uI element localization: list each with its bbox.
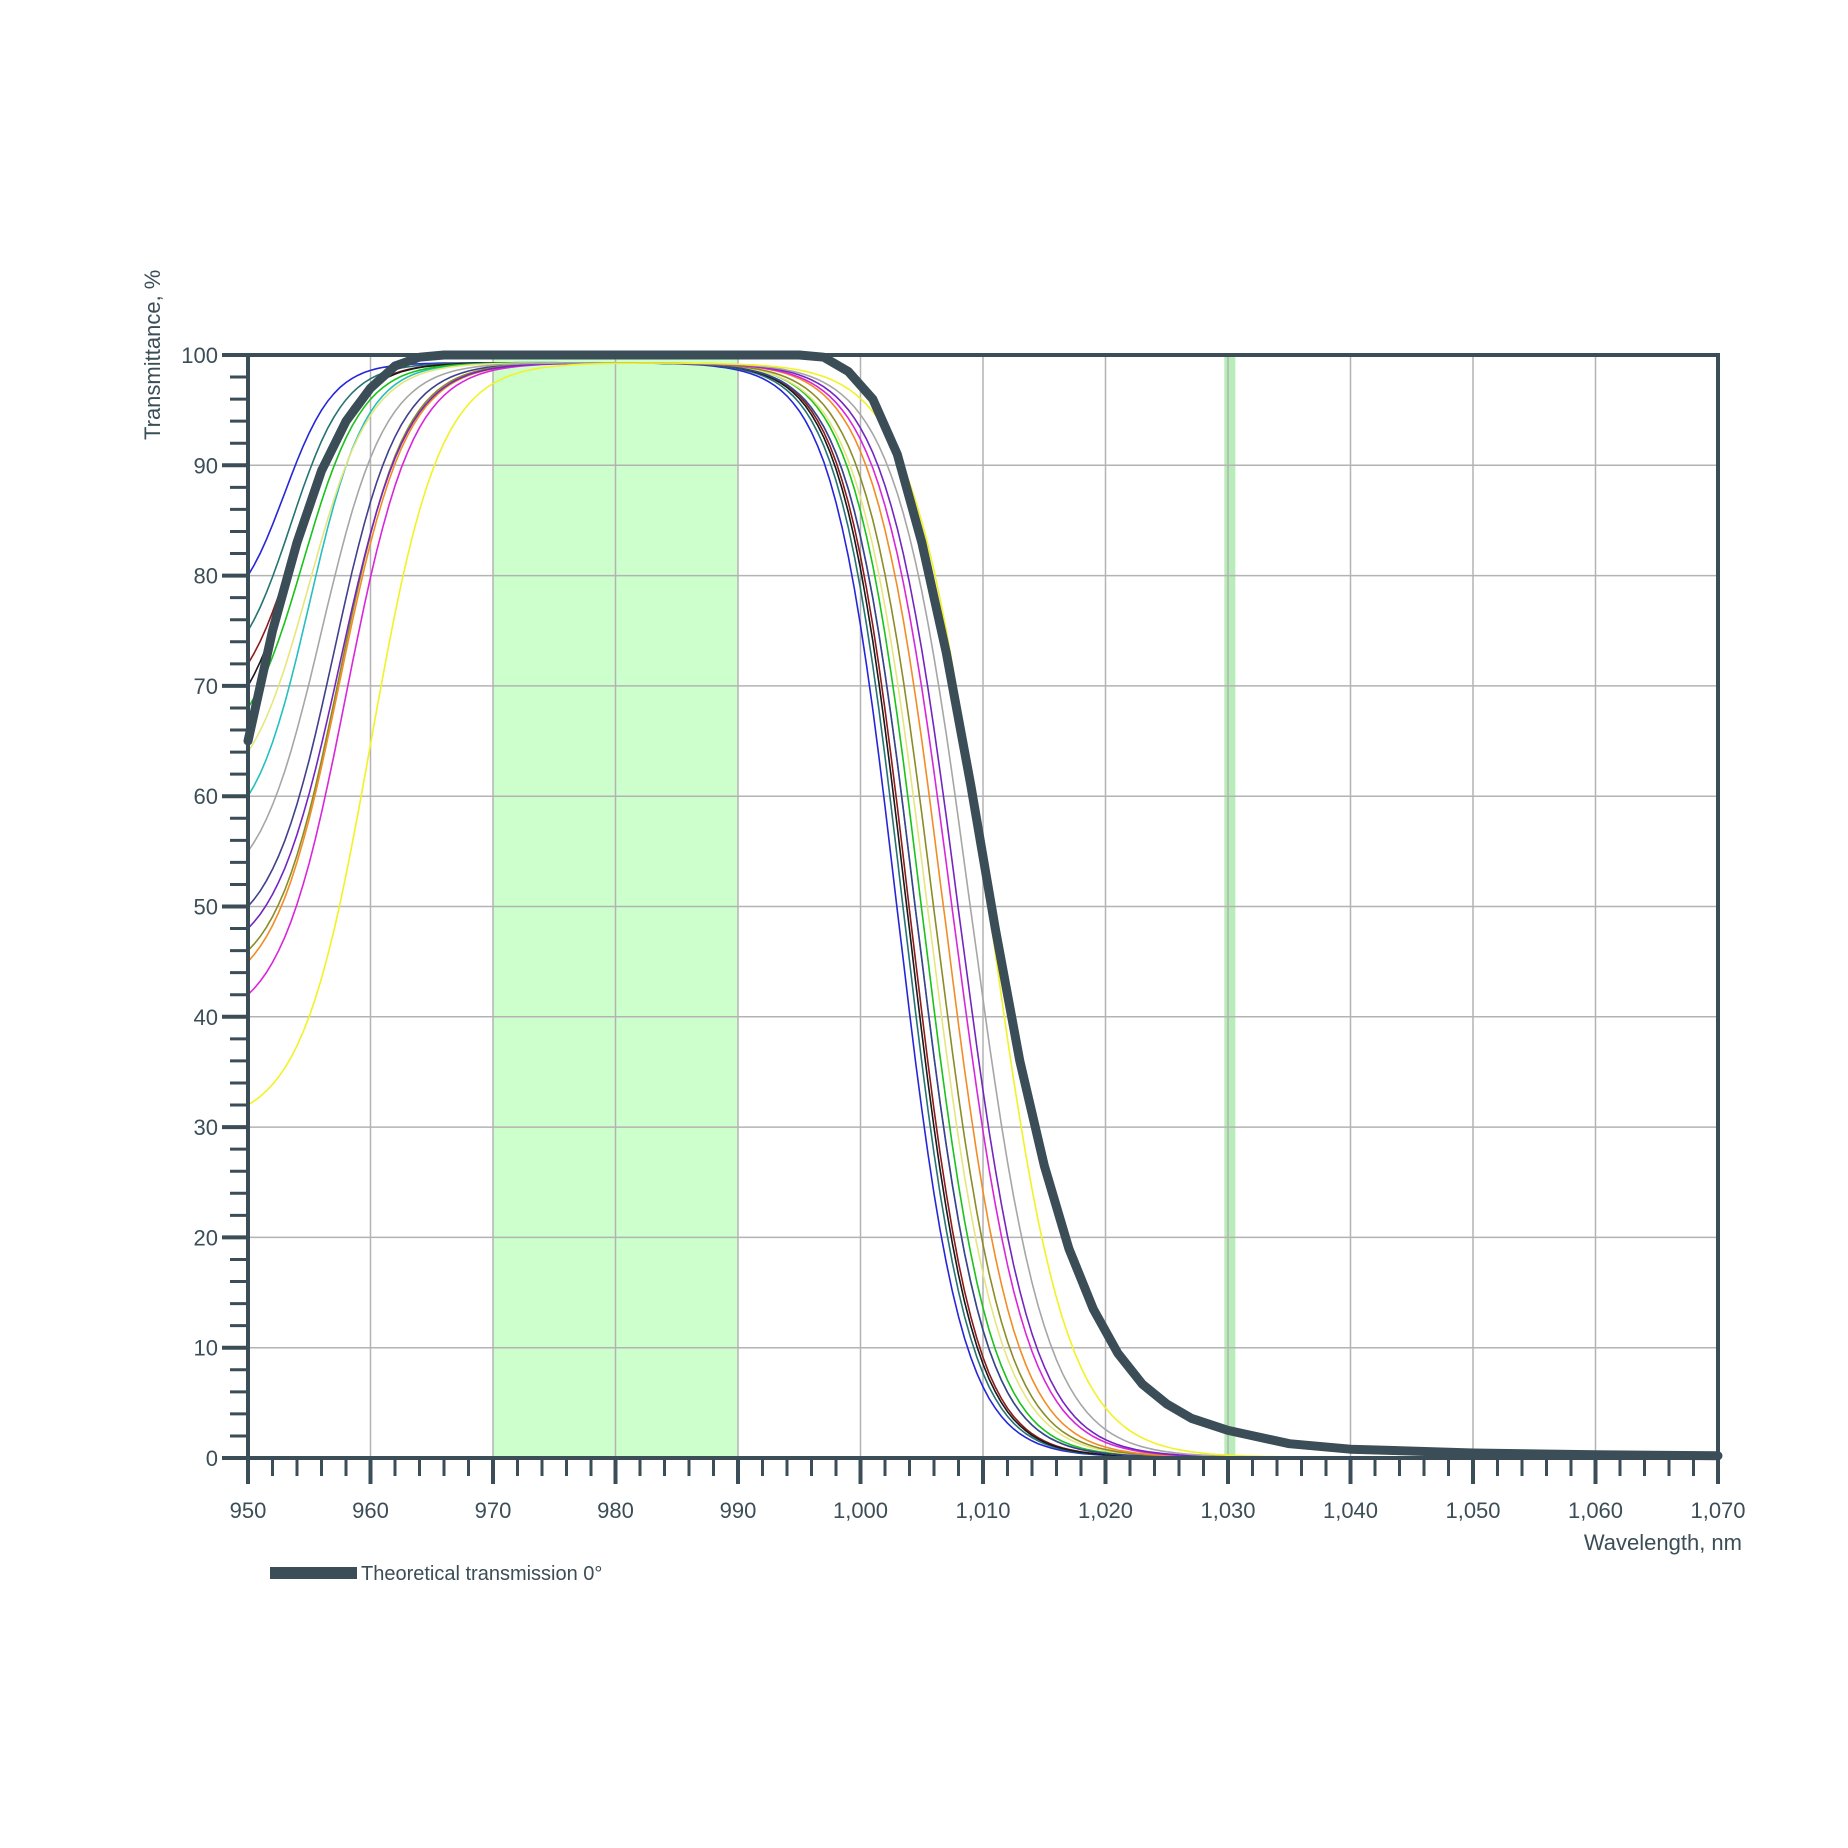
x-tick-label-1050: 1,050	[1445, 1498, 1500, 1523]
axes	[222, 353, 1720, 1484]
theoretical-series	[243, 350, 1723, 1461]
y-tick-label-90: 90	[194, 453, 218, 478]
x-tick-label-1030: 1,030	[1200, 1498, 1255, 1523]
grid	[248, 355, 1718, 1458]
y-tick-label-80: 80	[194, 564, 218, 589]
x-tick-label-1040: 1,040	[1323, 1498, 1378, 1523]
y-tick-label-70: 70	[194, 674, 218, 699]
y-tick-label-40: 40	[194, 1005, 218, 1030]
tick-labels: 0 10 20 30 40 50 60 70 80 90 100 950 960 970 980 990 1,0…	[181, 343, 1745, 1523]
y-tick-label-100: 100	[181, 343, 218, 368]
y-tick-label-60: 60	[194, 784, 218, 809]
x-tick-label-950: 950	[230, 1498, 267, 1523]
x-tick-label-1060: 1,060	[1568, 1498, 1623, 1523]
legend-label: Theoretical transmission 0°	[361, 1563, 602, 1585]
y-axis-title: Transmittance, %	[140, 270, 165, 440]
y-tick-label-30: 30	[194, 1115, 218, 1140]
x-tick-label-1000: 1,000	[833, 1498, 888, 1523]
legend: Theoretical transmission 0°	[270, 1563, 602, 1585]
x-axis-title: Wavelength, nm	[1584, 1530, 1742, 1555]
x-tick-label-970: 970	[475, 1498, 512, 1523]
x-tick-label-990: 990	[720, 1498, 757, 1523]
y-tick-label-10: 10	[194, 1336, 218, 1361]
x-tick-label-1070: 1,070	[1690, 1498, 1745, 1523]
x-tick-label-960: 960	[352, 1498, 389, 1523]
y-tick-label-50: 50	[194, 895, 218, 920]
x-tick-label-980: 980	[597, 1498, 634, 1523]
y-tick-label-0: 0	[206, 1446, 218, 1471]
x-tick-label-1020: 1,020	[1078, 1498, 1133, 1523]
legend-swatch	[270, 1567, 357, 1579]
y-tick-label-20: 20	[194, 1225, 218, 1250]
x-tick-label-1010: 1,010	[955, 1498, 1010, 1523]
theoretical-series-line	[243, 350, 1723, 1461]
